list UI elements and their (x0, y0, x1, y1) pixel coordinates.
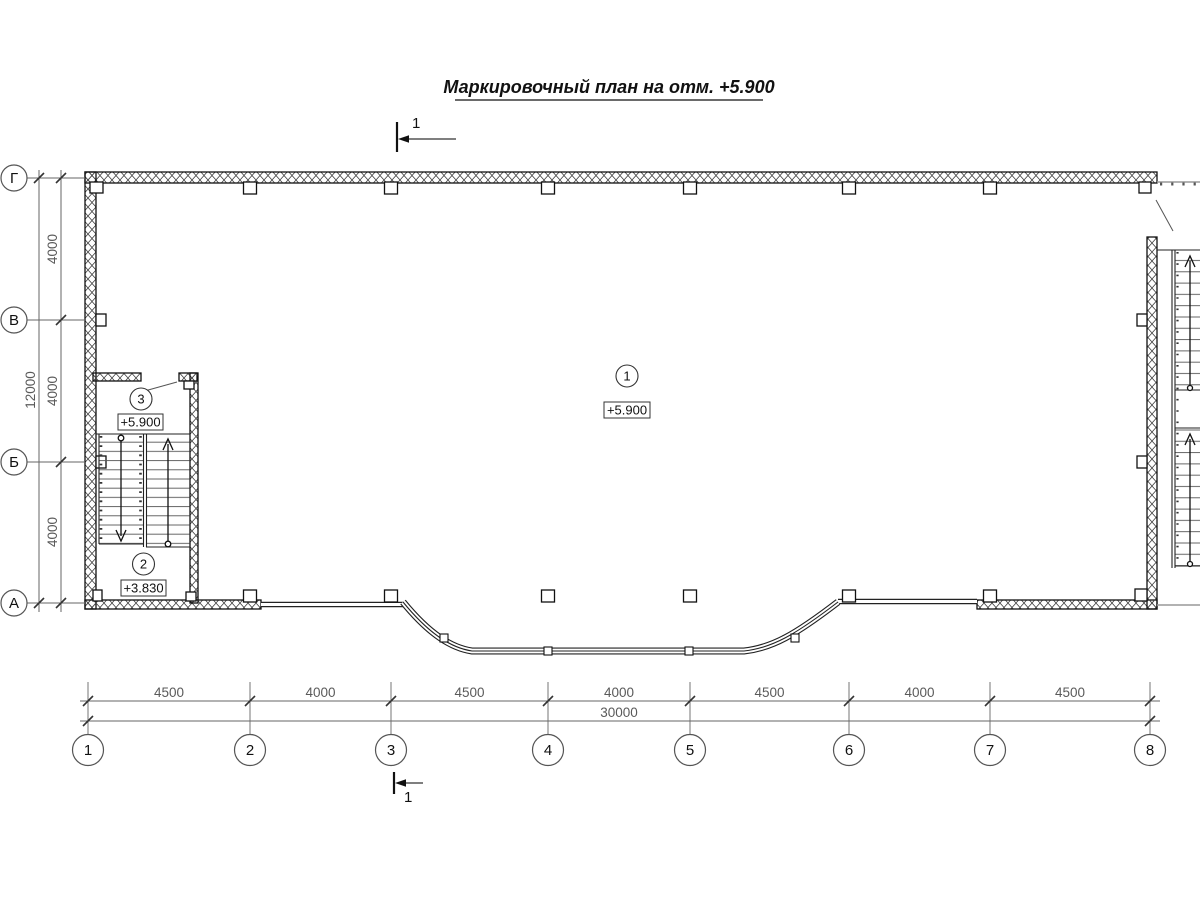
wall-bottom-right (976, 599, 1158, 610)
page-title: Маркировочный план на отм. +5.900 (443, 77, 774, 97)
dim-ticks (82, 695, 1156, 727)
row-bubbles: Г В Б А (0, 164, 28, 617)
room-marker-circle (129, 387, 153, 411)
dim-left: 4000 (45, 234, 60, 264)
room-markers: 1 +5.900 3 +5.900 2 +3.830 (117, 364, 651, 597)
grid-col-label: 2 (246, 742, 254, 759)
grid-row-label: А (9, 595, 19, 612)
col-bubbles: 1 2 3 4 5 6 7 8 (71, 733, 1167, 767)
wall-left (84, 171, 97, 610)
grid-col-label: 8 (1146, 742, 1154, 759)
dim-left: 4000 (45, 517, 60, 547)
dim-bottom: 4500 (154, 685, 184, 700)
room-number: 1 (623, 369, 630, 384)
grid-col-label: 1 (84, 742, 92, 759)
dim-bottom: 4000 (305, 685, 335, 700)
grid-col-label: 7 (986, 742, 994, 759)
column (383, 589, 399, 603)
stair-arrow-up-icon (1184, 254, 1196, 392)
dim-left: 4000 (45, 376, 60, 406)
dim-bottom: 4000 (904, 685, 934, 700)
pilaster (95, 313, 107, 327)
elevation-box (603, 401, 651, 419)
section-arrow-left-icon (398, 135, 409, 143)
grid-row-label: Б (9, 454, 19, 471)
grid-row-label: Г (10, 170, 18, 187)
section-label-top: 1 (412, 115, 420, 132)
thin-walls (261, 598, 977, 608)
column (1134, 588, 1148, 602)
walls (84, 171, 1158, 610)
wall-bottom-left (84, 599, 262, 610)
column (841, 589, 857, 603)
curtain-wall (400, 599, 841, 656)
section-arrow-left-icon (395, 779, 406, 787)
dim-bottom: 4500 (754, 685, 784, 700)
left-stairwell (96, 381, 191, 548)
column (1138, 181, 1152, 194)
pilaster (183, 380, 195, 390)
column (540, 181, 556, 195)
pilaster (1136, 455, 1148, 469)
stair-arrow-down-icon (115, 434, 127, 543)
column (682, 589, 698, 603)
section-mark-top: 1 (395, 115, 456, 152)
dim-left-total: 12000 (23, 371, 38, 409)
room-number: 2 (140, 557, 147, 572)
dim-bottom: 4500 (1055, 685, 1085, 700)
section-mark-bottom: 1 (392, 772, 423, 806)
dim-bottom-total: 30000 (600, 705, 638, 720)
grid-col-label: 6 (845, 742, 853, 759)
elevation-box (120, 579, 167, 597)
wall-right-stair (1146, 236, 1158, 610)
stair-arrow-up-icon (162, 437, 174, 548)
column (982, 589, 998, 603)
column (982, 181, 998, 195)
column (841, 181, 857, 195)
grid-col-label: 3 (387, 742, 395, 759)
stair-arrow-up-icon (1184, 432, 1196, 568)
grid-col-label: 4 (544, 742, 552, 759)
column (92, 589, 103, 602)
elevation-box (117, 413, 164, 431)
left-grid-dimensions: 4000 4000 4000 12000 Г В Б А (0, 164, 85, 617)
wall-stairwell-right (189, 372, 199, 604)
section-label-bottom: 1 (404, 789, 412, 806)
door-swing (1155, 199, 1174, 232)
room-marker-circle (131, 552, 156, 576)
bottom-grid-dimensions: 4500 4000 4500 4000 4500 4000 4500 30000… (71, 682, 1167, 767)
column (242, 589, 258, 603)
columns (89, 181, 1152, 603)
extension-lines (87, 682, 1151, 734)
right-staircase (1155, 199, 1200, 568)
column (242, 181, 258, 195)
elevation-value: +3.830 (123, 581, 163, 596)
grid-col-label: 5 (686, 742, 694, 759)
column (540, 589, 556, 603)
elevation-value: +5.900 (120, 415, 160, 430)
dim-ticks (33, 172, 67, 609)
pilaster (1136, 313, 1148, 327)
elevation-value: +5.900 (607, 403, 647, 418)
column (89, 181, 104, 194)
curtain-posts (439, 633, 800, 656)
dim-bottom: 4500 (454, 685, 484, 700)
column (383, 181, 399, 195)
room-number: 3 (137, 392, 144, 407)
grid-row-label: В (9, 312, 19, 329)
pilaster (185, 591, 197, 602)
exterior-lines (1157, 181, 1200, 606)
room-marker-circle (615, 364, 639, 388)
drawing-title: Маркировочный план на отм. +5.900 (443, 77, 775, 101)
column (682, 181, 698, 195)
dim-bottom: 4000 (604, 685, 634, 700)
wall-stairwell-top (92, 372, 142, 382)
